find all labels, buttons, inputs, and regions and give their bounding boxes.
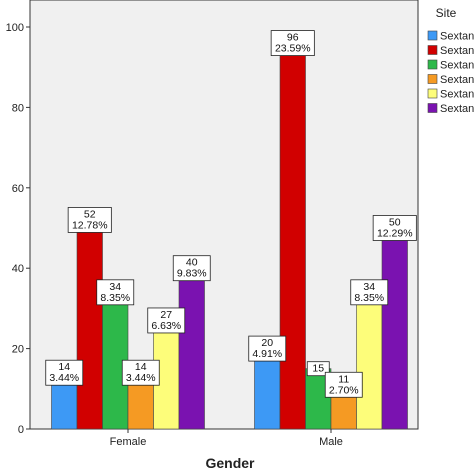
- data-label: 143.44%: [45, 359, 84, 386]
- data-label-box: [172, 255, 211, 282]
- legend-label: Sextan: [440, 74, 474, 86]
- data-label-text: 4.91%: [252, 348, 282, 360]
- legend-swatch: [427, 30, 438, 41]
- y-axis: 0 20 40 60 80 100: [6, 22, 30, 436]
- data-label-box: [45, 359, 84, 386]
- legend-swatch: [427, 74, 438, 84]
- data-label: 204.91%: [248, 335, 287, 362]
- data-label-text: 34: [363, 281, 375, 293]
- data-label: 143.44%: [121, 359, 160, 386]
- legend-swatch: [427, 59, 438, 70]
- data-label-text: 52: [84, 208, 96, 220]
- y-tick-label: 40: [12, 263, 24, 275]
- data-label-box: [306, 361, 330, 377]
- legend-label: Sextan: [440, 89, 474, 101]
- y-tick-label: 80: [12, 102, 24, 114]
- bar: [356, 292, 383, 430]
- data-label-text: 50: [389, 217, 401, 229]
- data-label-box: [350, 279, 389, 306]
- data-label-text: 27: [160, 309, 172, 321]
- legend-label: Sextan: [440, 31, 474, 43]
- bar: [279, 42, 306, 430]
- data-label-box: [147, 307, 186, 334]
- data-label-text: 11: [338, 373, 349, 385]
- data-label-box: [121, 359, 160, 386]
- data-label-text: 8.35%: [354, 292, 384, 304]
- data-label: 15: [306, 361, 330, 377]
- x-tick-label: Female: [110, 436, 147, 448]
- legend-swatch: [427, 45, 438, 55]
- data-label-text: 3.44%: [49, 372, 79, 384]
- legend-swatch: [427, 88, 438, 99]
- data-label-box: [372, 215, 417, 241]
- x-axis: Female Male: [110, 429, 343, 448]
- data-label-box: [324, 371, 363, 398]
- legend-label: Sextan: [440, 45, 474, 57]
- data-label-text: 14: [58, 361, 70, 373]
- data-label-text: 20: [261, 337, 273, 349]
- data-label-text: 40: [186, 257, 198, 269]
- data-label-text: 9.83%: [177, 268, 207, 280]
- y-tick-label: 60: [12, 183, 24, 195]
- data-label-text: 14: [135, 361, 147, 373]
- bar: [76, 219, 103, 430]
- data-label: 112.70%: [324, 371, 363, 398]
- legend-swatch: [427, 103, 438, 113]
- data-label-text: 96: [287, 32, 299, 44]
- bar: [381, 227, 408, 430]
- data-label: 348.35%: [350, 279, 389, 306]
- data-label-text: 3.44%: [126, 372, 156, 384]
- data-label-text: 15: [312, 363, 324, 375]
- data-label: 409.83%: [172, 255, 211, 282]
- data-label: 276.63%: [147, 307, 186, 334]
- data-label-text: 23.59%: [275, 43, 311, 55]
- data-label-text: 6.63%: [151, 320, 181, 332]
- x-axis-title: Gender: [205, 455, 255, 471]
- bar: [254, 348, 281, 430]
- legend: Site Sextan Sextan Sextan Sextan Sextan Sexta…: [427, 6, 474, 115]
- data-label-box: [67, 207, 112, 233]
- data-label: 348.35%: [96, 279, 135, 306]
- bar: [178, 267, 205, 430]
- data-label-text: 12.78%: [72, 219, 108, 231]
- legend-label: Sextan: [440, 103, 474, 115]
- data-label-text: 8.35%: [100, 292, 130, 304]
- data-label-text: 34: [109, 281, 121, 293]
- data-labels: 143.44%5212.78%348.35%143.44%276.63%409.…: [45, 30, 417, 398]
- data-label-text: 12.29%: [377, 228, 413, 240]
- y-tick-label: 100: [6, 22, 24, 34]
- y-tick-label: 0: [18, 424, 24, 436]
- data-label-text: 2.70%: [329, 384, 359, 396]
- data-label-box: [248, 335, 287, 362]
- x-tick-label: Male: [319, 436, 343, 448]
- data-label-box: [270, 30, 315, 56]
- y-tick-label: 20: [12, 344, 24, 356]
- legend-title: Site: [436, 6, 457, 20]
- legend-label: Sextan: [440, 60, 474, 72]
- data-label-box: [96, 279, 135, 306]
